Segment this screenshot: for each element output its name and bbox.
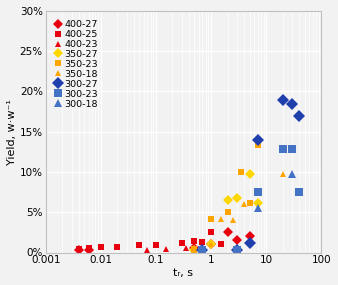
300-18 bbox=[200, 248, 204, 252]
300-23 bbox=[297, 190, 301, 194]
X-axis label: tᵣ, s: tᵣ, s bbox=[173, 268, 193, 278]
300-18 bbox=[290, 172, 294, 175]
400-25 bbox=[115, 245, 119, 249]
300-27 bbox=[256, 138, 260, 141]
400-23 bbox=[192, 245, 196, 249]
350-18 bbox=[219, 217, 223, 220]
300-27 bbox=[200, 248, 204, 252]
Line: 350-23: 350-23 bbox=[191, 142, 261, 253]
400-27 bbox=[192, 247, 196, 250]
Line: 400-27: 400-27 bbox=[75, 229, 253, 254]
400-25 bbox=[180, 241, 184, 245]
350-18 bbox=[281, 172, 285, 175]
350-18 bbox=[231, 219, 235, 222]
350-27 bbox=[235, 196, 239, 200]
400-25 bbox=[209, 231, 213, 234]
400-25 bbox=[137, 244, 141, 247]
Y-axis label: Yield, w·w⁻¹: Yield, w·w⁻¹ bbox=[7, 99, 17, 165]
400-25 bbox=[87, 247, 91, 250]
Line: 300-23: 300-23 bbox=[198, 145, 304, 254]
400-23 bbox=[145, 248, 149, 252]
Line: 300-27: 300-27 bbox=[198, 95, 304, 254]
350-27 bbox=[256, 201, 260, 204]
350-23 bbox=[256, 144, 260, 147]
300-23 bbox=[281, 148, 285, 151]
350-23 bbox=[247, 201, 251, 204]
300-27 bbox=[247, 241, 251, 245]
Line: 300-18: 300-18 bbox=[198, 169, 296, 254]
400-23 bbox=[184, 246, 188, 249]
400-25 bbox=[200, 240, 204, 244]
300-27 bbox=[290, 102, 294, 105]
300-23 bbox=[235, 248, 239, 252]
400-27 bbox=[87, 248, 91, 252]
Legend: 400-27, 400-25, 400-23, 350-27, 350-23, 350-18, 300-27, 300-23, 300-18: 400-27, 400-25, 400-23, 350-27, 350-23, … bbox=[53, 18, 100, 110]
300-27 bbox=[297, 114, 301, 117]
350-27 bbox=[247, 173, 251, 176]
400-25 bbox=[154, 244, 158, 247]
400-25 bbox=[77, 248, 81, 251]
400-23 bbox=[164, 248, 168, 251]
350-23 bbox=[239, 170, 243, 174]
Line: 350-18: 350-18 bbox=[191, 170, 286, 254]
350-23 bbox=[209, 217, 213, 220]
350-27 bbox=[225, 198, 230, 202]
400-27 bbox=[209, 243, 213, 246]
350-23 bbox=[192, 248, 196, 251]
400-23 bbox=[200, 247, 204, 250]
400-25 bbox=[192, 239, 196, 243]
350-27 bbox=[209, 243, 213, 246]
350-18 bbox=[242, 202, 246, 206]
400-27 bbox=[225, 231, 230, 234]
Line: 400-23: 400-23 bbox=[144, 243, 206, 254]
350-18 bbox=[192, 248, 196, 252]
300-18 bbox=[256, 207, 260, 210]
400-27 bbox=[235, 239, 239, 242]
Line: 350-27: 350-27 bbox=[191, 171, 261, 254]
300-23 bbox=[290, 148, 294, 151]
400-27 bbox=[247, 235, 251, 238]
300-27 bbox=[281, 98, 285, 101]
400-27 bbox=[77, 248, 81, 252]
350-23 bbox=[225, 211, 230, 214]
350-27 bbox=[192, 248, 196, 252]
300-27 bbox=[235, 248, 239, 252]
300-18 bbox=[235, 248, 239, 252]
350-18 bbox=[209, 243, 213, 246]
Line: 400-25: 400-25 bbox=[75, 229, 224, 253]
300-23 bbox=[256, 190, 260, 194]
400-25 bbox=[219, 243, 223, 246]
400-25 bbox=[99, 245, 103, 249]
300-23 bbox=[200, 248, 204, 252]
